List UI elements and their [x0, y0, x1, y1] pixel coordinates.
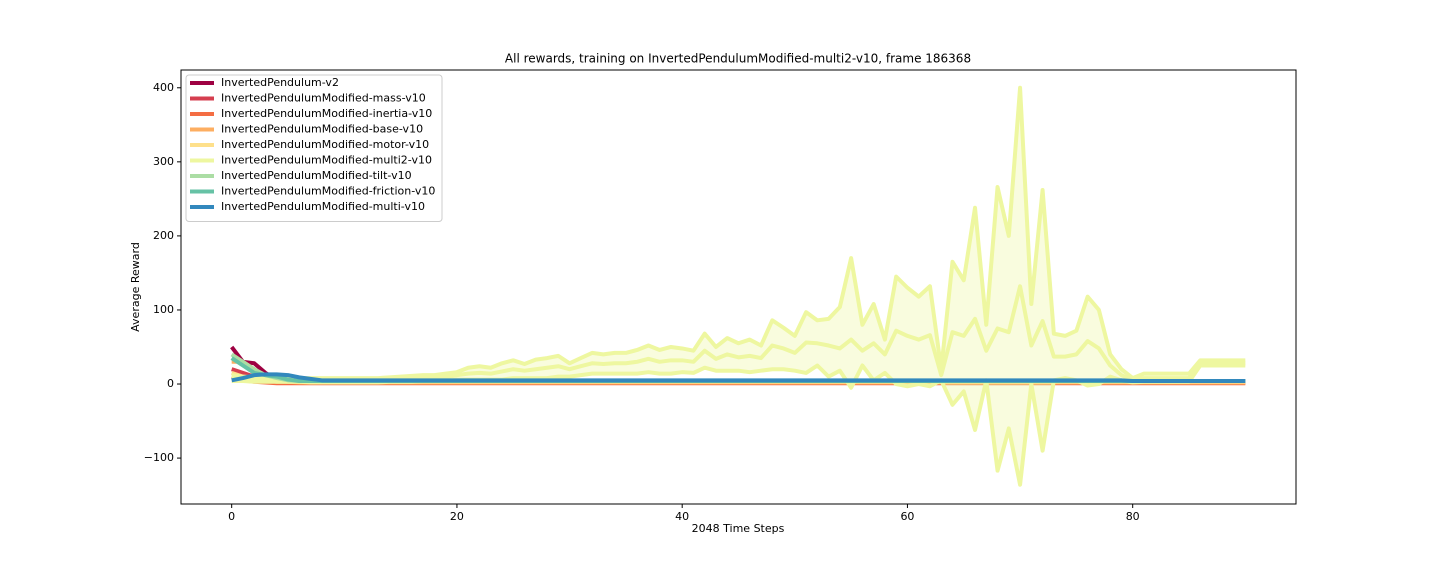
series-line: [231, 85, 1246, 381]
legend-label: InvertedPendulumModified-friction-v10: [221, 185, 435, 198]
legend-label: InvertedPendulumModified-base-v10: [221, 123, 423, 136]
y-tick-label: 300: [153, 155, 174, 168]
plot-area: [230, 85, 1246, 487]
legend-label: InvertedPendulumModified-multi2-v10: [221, 154, 432, 167]
x-axis-label: 2048 Time Steps: [692, 522, 785, 535]
y-tick-label: 100: [153, 303, 174, 316]
y-tick-label: −100: [144, 451, 174, 464]
legend-label: InvertedPendulumModified-multi-v10: [221, 200, 425, 213]
y-tick-label: 0: [167, 377, 174, 390]
series-line: [231, 372, 1246, 384]
legend-box: [185, 74, 443, 222]
x-tick-label: 60: [900, 510, 914, 523]
y-tick-label: 400: [153, 81, 174, 94]
chart-title: All rewards, training on InvertedPendulu…: [505, 52, 971, 66]
x-tick-label: 80: [1126, 510, 1140, 523]
legend-label: InvertedPendulum-v2: [221, 76, 339, 89]
x-tick-label: 40: [675, 510, 689, 523]
plot-frame: [180, 69, 1297, 505]
series-band: [231, 87, 1246, 485]
x-tick-label: 0: [228, 510, 235, 523]
legend-label: InvertedPendulumModified-tilt-v10: [221, 169, 412, 182]
y-tick-label: 200: [153, 229, 174, 242]
x-tick-label: 20: [450, 510, 464, 523]
legend-label: InvertedPendulumModified-inertia-v10: [221, 107, 432, 120]
y-axis-label: Average Reward: [129, 242, 142, 332]
legend-label: InvertedPendulumModified-mass-v10: [221, 92, 426, 105]
legend-label: InvertedPendulumModified-motor-v10: [221, 138, 429, 151]
